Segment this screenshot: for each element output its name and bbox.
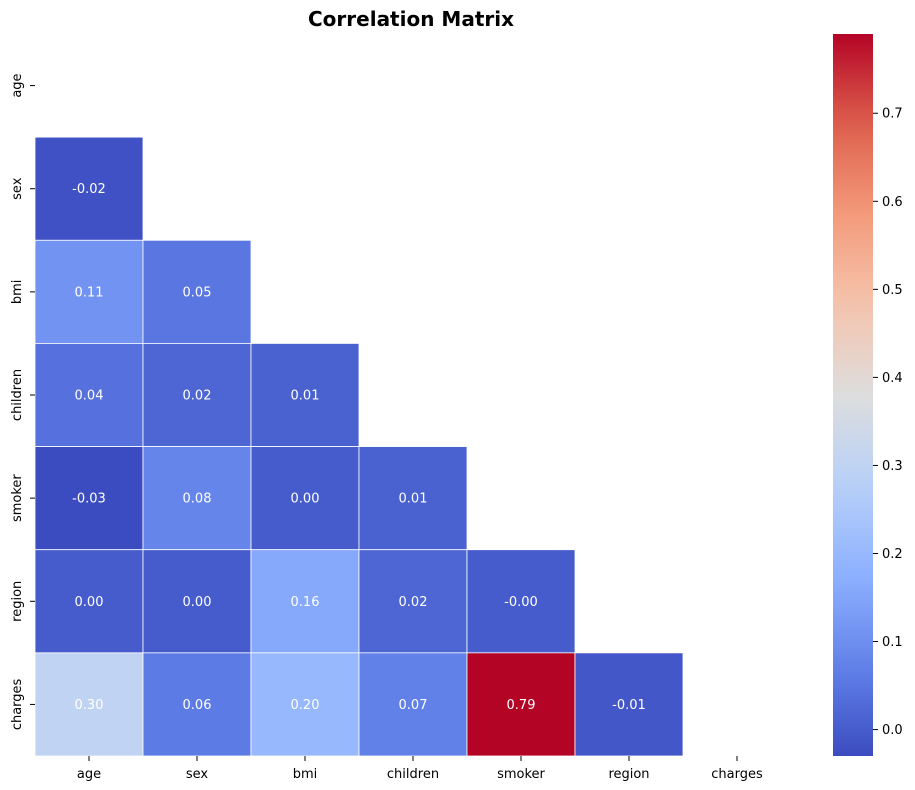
cell-value-label: 0.11 [75,285,104,300]
y-tick-label-age: age [10,73,25,97]
colorbar-tick-label: 0.2 [882,547,903,562]
x-axis: age sex bmi children smoker region charges [77,756,763,782]
heatmap-cell-charges-region [574,652,684,757]
colorbar-tick-label: 0.4 [882,371,903,386]
x-tick-label-charges: charges [711,767,763,782]
colorbar: 0.0 0.1 0.2 0.3 0.4 0.5 0.6 0.7 [833,34,903,756]
cell-value-label: 0.00 [183,595,212,610]
heatmap-cell-region-sex [142,549,252,654]
chart-title: Correlation Matrix [308,7,514,31]
cell-value-label: 0.05 [183,285,212,300]
colorbar-tick-label: 0.6 [882,195,903,210]
cell-value-label: 0.16 [291,595,320,610]
cell-value-label: 0.02 [399,595,428,610]
heatmap-annotations: -0.02 0.11 0.05 0.04 0.02 0.01 -0.03 0.08 0.00 0.… [72,182,646,713]
heatmap-cell-region-children [358,549,468,654]
heatmap-cell-region-smoker [466,549,576,654]
heatmap-cell-sex-age [34,136,144,241]
heatmap-cell-children-bmi [250,343,360,447]
cell-value-label: 0.02 [183,389,212,404]
y-tick-label-smoker: smoker [10,474,25,522]
colorbar-tick-label: 0.0 [882,723,903,738]
heatmap-cell-bmi-sex [142,239,252,344]
cell-value-label: 0.00 [75,595,104,610]
x-tick-label-region: region [608,767,649,782]
colorbar-tick-label: 0.5 [882,283,903,298]
heatmap-cell-charges-children [358,652,468,757]
cell-value-label: 0.07 [399,698,428,713]
heatmap-cell-region-bmi [250,549,360,654]
heatmap-cells [34,136,684,757]
cell-value-label: -0.02 [72,182,106,197]
x-tick-label-sex: sex [186,767,209,782]
colorbar-tick-label: 0.1 [882,635,903,650]
cell-value-label: 0.01 [291,389,320,404]
y-tick-label-children: children [10,369,25,421]
cell-value-label: 0.01 [399,492,428,507]
cell-value-label: 0.20 [291,698,320,713]
cell-value-label: 0.06 [183,698,212,713]
cell-value-label: 0.79 [507,698,536,713]
x-tick-label-children: children [387,767,439,782]
x-tick-label-smoker: smoker [497,767,545,782]
colorbar-tick-label: 0.3 [882,459,903,474]
y-tick-label-charges: charges [10,678,25,730]
heatmap-cell-charges-smoker [466,652,576,757]
heatmap-cell-smoker-children [358,446,468,551]
y-tick-label-bmi: bmi [10,280,25,305]
colorbar-tick-label: 0.7 [882,107,903,122]
x-tick-label-age: age [77,767,101,782]
x-tick-label-bmi: bmi [293,767,318,782]
cell-value-label: -0.00 [504,595,538,610]
cell-value-label: 0.08 [183,492,212,507]
y-tick-label-region: region [10,581,25,622]
cell-value-label: -0.01 [612,698,646,713]
colorbar-gradient [833,34,873,756]
heatmap-cell-children-sex [142,343,252,447]
heatmap-cell-bmi-age [34,239,144,344]
cell-value-label: 0.00 [291,492,320,507]
heatmap-cell-children-age [34,343,144,447]
y-axis: age sex bmi children smoker region charges [10,73,35,730]
heatmap-cell-charges-sex [142,652,252,757]
cell-value-label: -0.03 [72,492,106,507]
heatmap-cell-charges-bmi [250,652,360,757]
cell-value-label: 0.30 [75,698,104,713]
y-tick-label-sex: sex [10,177,25,200]
heatmap-cell-smoker-sex [142,446,252,551]
cell-value-label: 0.04 [75,389,104,404]
